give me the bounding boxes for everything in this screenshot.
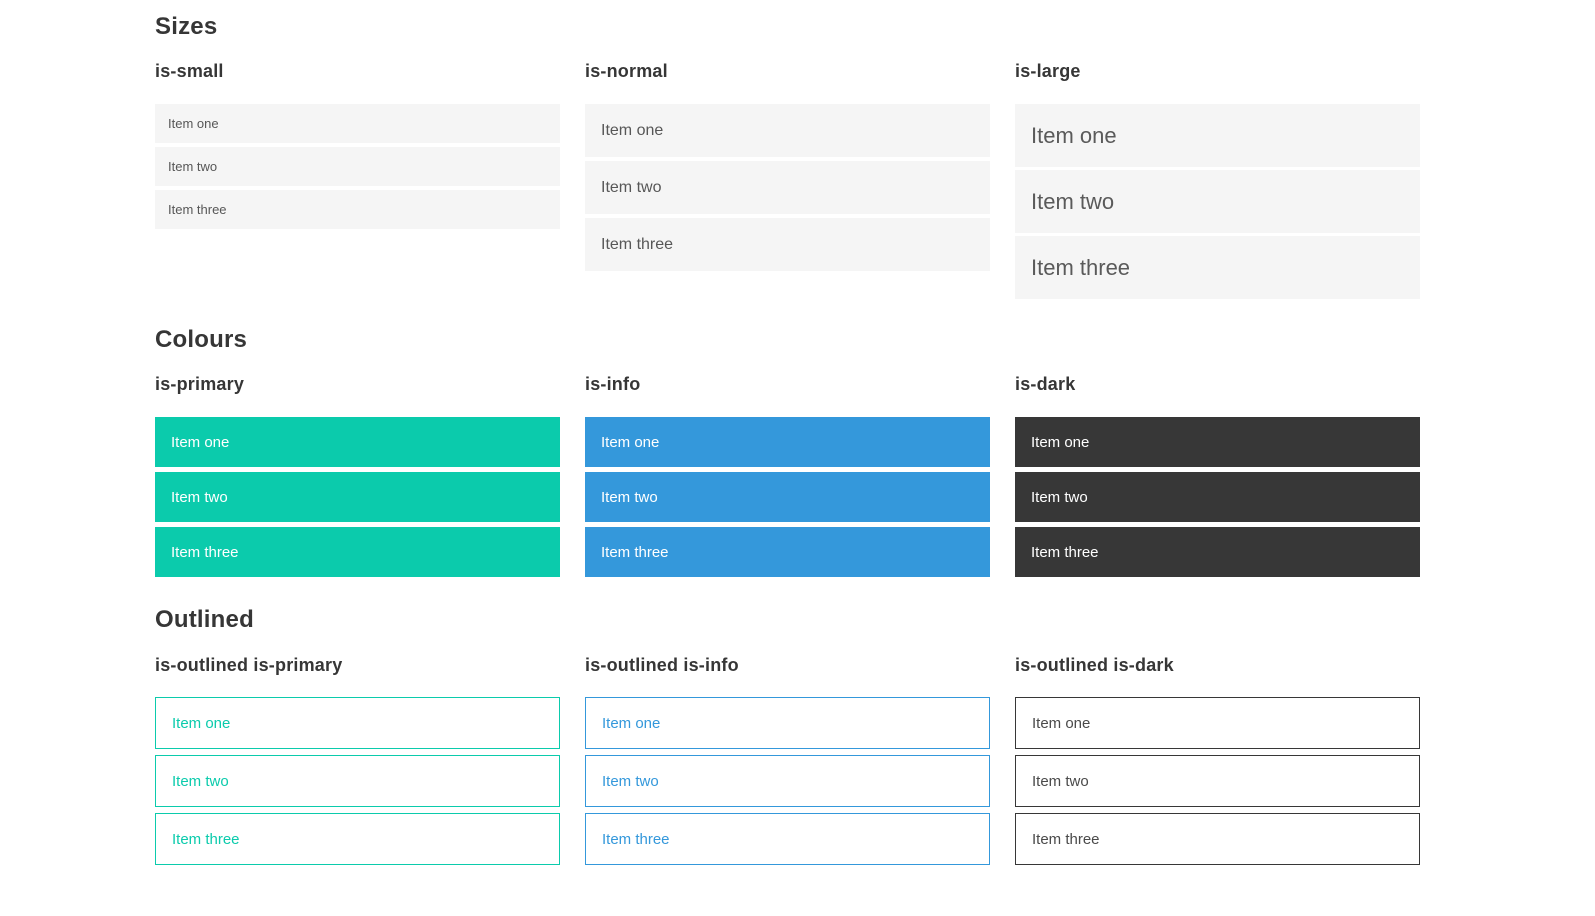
list-group-is-large: is-large Item one Item two Item three: [1015, 61, 1420, 302]
colours-grid: is-primary Item one Item two Item three …: [155, 374, 1420, 582]
list: Item one Item two Item three: [1015, 697, 1420, 866]
list-item: Item one: [155, 697, 560, 750]
list: Item one Item two Item three: [1015, 417, 1420, 578]
list: Item one Item two Item three: [155, 104, 560, 230]
list-item: Item two: [585, 472, 990, 523]
list-item: Item one: [155, 417, 560, 468]
list-item: Item one: [155, 104, 560, 144]
list-item: Item one: [1015, 104, 1420, 168]
section-title-outlined: Outlined: [155, 606, 254, 634]
group-label: is-large: [1015, 61, 1081, 82]
list-item: Item three: [585, 813, 990, 866]
list-item: Item two: [155, 472, 560, 523]
list-item: Item three: [1015, 813, 1420, 866]
group-label: is-primary: [155, 374, 245, 395]
group-label: is-dark: [1015, 374, 1076, 395]
list: Item one Item two Item three: [155, 697, 560, 866]
list-item: Item two: [585, 755, 990, 808]
list: Item one Item two Item three: [155, 417, 560, 578]
list-item: Item three: [585, 527, 990, 578]
list: Item one Item two Item three: [585, 104, 990, 272]
section-colours: Colours is-primary Item one Item two Ite…: [155, 326, 1420, 582]
group-label: is-outlined is-info: [585, 654, 739, 675]
list: Item one Item two Item three: [585, 417, 990, 578]
list-item: Item one: [1015, 417, 1420, 468]
list-item: Item two: [1015, 755, 1420, 808]
list-group-is-dark: is-dark Item one Item two Item three: [1015, 374, 1420, 582]
content: Sizes is-small Item one Item two Item th…: [155, 13, 1420, 872]
list-group-outlined-dark: is-outlined is-dark Item one Item two It…: [1015, 655, 1420, 872]
list-item: Item two: [1015, 170, 1420, 234]
list-group-is-small: is-small Item one Item two Item three: [155, 61, 560, 233]
group-label: is-info: [585, 374, 641, 395]
list-item: Item three: [1015, 527, 1420, 578]
list-item: Item three: [1015, 236, 1420, 300]
list-group-is-primary: is-primary Item one Item two Item three: [155, 374, 560, 582]
group-label: is-outlined is-primary: [155, 654, 343, 675]
list-item: Item one: [585, 417, 990, 468]
section-title-colours: Colours: [155, 326, 248, 354]
sizes-grid: is-small Item one Item two Item three is…: [155, 61, 1420, 302]
list-group-outlined-info: is-outlined is-info Item one Item two It…: [585, 655, 990, 872]
section-title-sizes: Sizes: [155, 13, 218, 40]
list-group-outlined-primary: is-outlined is-primary Item one Item two…: [155, 655, 560, 872]
list-item: Item three: [585, 218, 990, 272]
list-item: Item two: [585, 161, 990, 215]
list-item: Item two: [155, 147, 560, 187]
section-outlined: Outlined is-outlined is-primary Item one…: [155, 606, 1420, 872]
list-item: Item two: [1015, 472, 1420, 523]
group-label: is-normal: [585, 61, 668, 82]
section-sizes: Sizes is-small Item one Item two Item th…: [155, 13, 1420, 302]
list-item: Item two: [155, 755, 560, 808]
list-item: Item one: [1015, 697, 1420, 750]
group-label: is-small: [155, 61, 224, 82]
list-item: Item one: [585, 697, 990, 750]
list: Item one Item two Item three: [1015, 104, 1420, 300]
list-item: Item three: [155, 813, 560, 866]
list-group-is-info: is-info Item one Item two Item three: [585, 374, 990, 582]
list: Item one Item two Item three: [585, 697, 990, 866]
list-group-is-normal: is-normal Item one Item two Item three: [585, 61, 990, 275]
group-label: is-outlined is-dark: [1015, 654, 1174, 675]
list-item: Item three: [155, 190, 560, 230]
list-item: Item one: [585, 104, 990, 158]
list-item: Item three: [155, 527, 560, 578]
outlined-grid: is-outlined is-primary Item one Item two…: [155, 655, 1420, 872]
